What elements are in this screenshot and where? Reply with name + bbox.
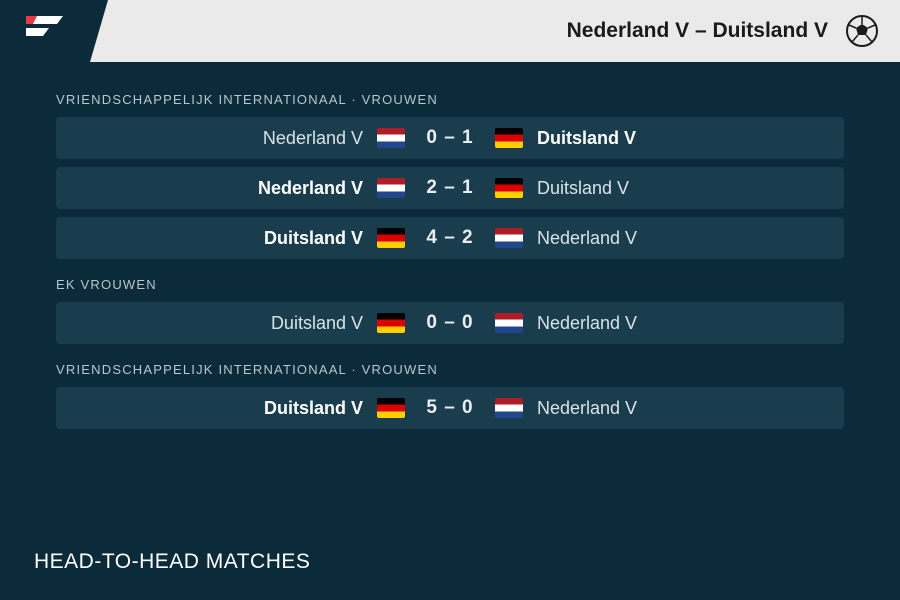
ned-flag-icon [495, 313, 523, 333]
match-title: Nederland V – Duitsland V [90, 19, 844, 43]
ger-flag-icon [495, 178, 523, 198]
competition-label: EK VROUWEN [56, 277, 844, 292]
footer-label: HEAD-TO-HEAD MATCHES [34, 550, 310, 574]
home-team-name: Duitsland V [56, 313, 377, 334]
score: 4 – 2 [405, 227, 495, 249]
away-team-name: Duitsland V [523, 128, 844, 149]
score: 0 – 0 [405, 312, 495, 334]
header-bar: Nederland V – Duitsland V [0, 0, 900, 62]
home-team-name: Nederland V [56, 178, 377, 199]
football-icon [844, 13, 880, 49]
home-team-name: Nederland V [56, 128, 377, 149]
score: 5 – 0 [405, 397, 495, 419]
competition-label: VRIENDSCHAPPELIJK INTERNATIONAAL · VROUW… [56, 92, 844, 107]
ned-flag-icon [377, 128, 405, 148]
ned-flag-icon [495, 228, 523, 248]
brand-logo [0, 0, 90, 62]
match-row[interactable]: Duitsland V 0 – 0 Nederland V [56, 302, 844, 344]
ned-flag-icon [377, 178, 405, 198]
away-team-name: Nederland V [523, 398, 844, 419]
ger-flag-icon [377, 398, 405, 418]
away-team-name: Nederland V [523, 228, 844, 249]
home-team-name: Duitsland V [56, 398, 377, 419]
h2h-card: Nederland V – Duitsland V VRIENDSCHAPPEL… [0, 0, 900, 600]
ger-flag-icon [377, 228, 405, 248]
ger-flag-icon [377, 313, 405, 333]
match-row[interactable]: Nederland V 2 – 1 Duitsland V [56, 167, 844, 209]
competition-label: VRIENDSCHAPPELIJK INTERNATIONAAL · VROUW… [56, 362, 844, 377]
match-row[interactable]: Duitsland V 4 – 2 Nederland V [56, 217, 844, 259]
away-team-name: Duitsland V [523, 178, 844, 199]
flashscore-icon [23, 14, 67, 48]
ned-flag-icon [495, 398, 523, 418]
match-row[interactable]: Nederland V 0 – 1 Duitsland V [56, 117, 844, 159]
score: 0 – 1 [405, 127, 495, 149]
score: 2 – 1 [405, 177, 495, 199]
ger-flag-icon [495, 128, 523, 148]
away-team-name: Nederland V [523, 313, 844, 334]
sections-container: VRIENDSCHAPPELIJK INTERNATIONAAL · VROUW… [0, 62, 900, 429]
match-row[interactable]: Duitsland V 5 – 0 Nederland V [56, 387, 844, 429]
home-team-name: Duitsland V [56, 228, 377, 249]
